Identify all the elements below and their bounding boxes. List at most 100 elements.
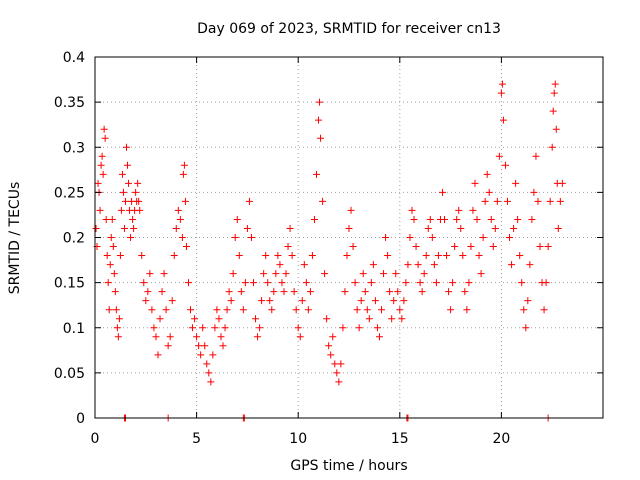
- data-point: [292, 306, 300, 314]
- data-point: [306, 288, 314, 296]
- x-tick-label: 15: [391, 431, 409, 447]
- data-point: [109, 243, 117, 251]
- data-point: [308, 252, 316, 260]
- data-point: [99, 170, 107, 178]
- data-point: [227, 297, 235, 305]
- chart-title: Day 069 of 2023, SRMTID for receiver cn1…: [197, 21, 501, 37]
- data-point: [361, 288, 369, 296]
- data-point: [252, 315, 260, 323]
- data-point: [341, 288, 349, 296]
- data-point: [112, 306, 120, 314]
- data-point: [369, 261, 377, 269]
- y-tick-label: 0.15: [54, 276, 85, 292]
- data-point: [116, 252, 124, 260]
- plot-frame: [94, 56, 604, 419]
- data-point: [317, 134, 325, 142]
- data-point: [451, 243, 459, 251]
- data-point: [404, 261, 412, 269]
- x-tick-label: 20: [492, 431, 510, 447]
- data-point: [278, 279, 286, 287]
- data-point: [199, 324, 207, 332]
- data-point: [219, 342, 227, 350]
- data-point: [373, 324, 381, 332]
- data-point: [363, 306, 371, 314]
- data-point: [375, 333, 383, 341]
- data-point: [551, 80, 559, 88]
- data-point: [516, 252, 524, 260]
- data-point: [92, 224, 100, 232]
- data-point: [554, 224, 562, 232]
- data-point: [107, 234, 115, 241]
- data-point: [544, 243, 552, 251]
- data-point: [182, 243, 190, 251]
- data-point: [430, 261, 438, 269]
- data-point: [556, 197, 564, 205]
- data-point: [508, 261, 516, 269]
- data-point: [134, 179, 142, 187]
- data-point: [118, 170, 126, 178]
- data-point: [280, 288, 288, 296]
- data-point: [146, 270, 154, 278]
- data-point: [355, 324, 363, 332]
- data-point: [300, 261, 308, 269]
- data-point: [288, 252, 296, 260]
- data-point: [447, 306, 455, 314]
- data-point: [191, 315, 199, 323]
- data-point: [223, 306, 231, 314]
- data-point: [205, 369, 213, 377]
- data-point: [247, 234, 255, 241]
- data-point: [536, 243, 544, 251]
- data-point: [284, 243, 292, 251]
- data-point: [103, 252, 111, 260]
- data-point: [384, 252, 392, 260]
- data-point: [512, 179, 520, 187]
- data-point: [215, 315, 223, 323]
- data-point: [530, 188, 538, 196]
- data-point: [461, 288, 469, 296]
- data-point: [489, 243, 497, 251]
- data-point: [510, 224, 518, 232]
- data-point: [276, 261, 284, 269]
- data-point: [302, 279, 310, 287]
- data-point: [398, 315, 406, 323]
- data-point: [187, 306, 195, 314]
- data-point: [558, 179, 566, 187]
- data-point: [347, 206, 355, 214]
- y-tick-label: 0: [76, 411, 85, 427]
- data-point: [380, 270, 388, 278]
- data-point: [528, 215, 536, 223]
- data-point: [416, 279, 424, 287]
- data-point: [304, 306, 312, 314]
- data-point: [443, 252, 451, 260]
- data-point: [548, 143, 556, 151]
- data-point: [546, 197, 554, 205]
- data-point: [178, 234, 186, 241]
- data-point: [402, 279, 410, 287]
- data-point: [438, 188, 446, 196]
- data-point: [434, 252, 442, 260]
- y-tick-label: 0.05: [54, 366, 85, 382]
- data-point: [479, 234, 487, 241]
- data-point: [339, 324, 347, 332]
- data-point: [197, 351, 205, 359]
- data-point: [514, 215, 522, 223]
- data-point: [549, 107, 557, 115]
- data-point: [432, 279, 440, 287]
- data-point: [101, 134, 109, 142]
- data-point: [282, 270, 290, 278]
- data-point: [150, 324, 158, 332]
- data-point: [315, 116, 323, 124]
- data-point: [268, 306, 276, 314]
- data-point: [262, 252, 270, 260]
- data-point: [98, 152, 106, 160]
- data-point: [424, 224, 432, 232]
- data-point: [503, 197, 511, 205]
- data-point: [193, 333, 201, 341]
- data-point: [179, 170, 187, 178]
- data-point: [524, 297, 532, 305]
- data-point: [321, 270, 329, 278]
- x-tick-label: 10: [289, 431, 307, 447]
- data-point: [495, 152, 503, 160]
- data-point: [453, 215, 461, 223]
- y-axis-label: SRMTID / TECUs: [7, 182, 23, 295]
